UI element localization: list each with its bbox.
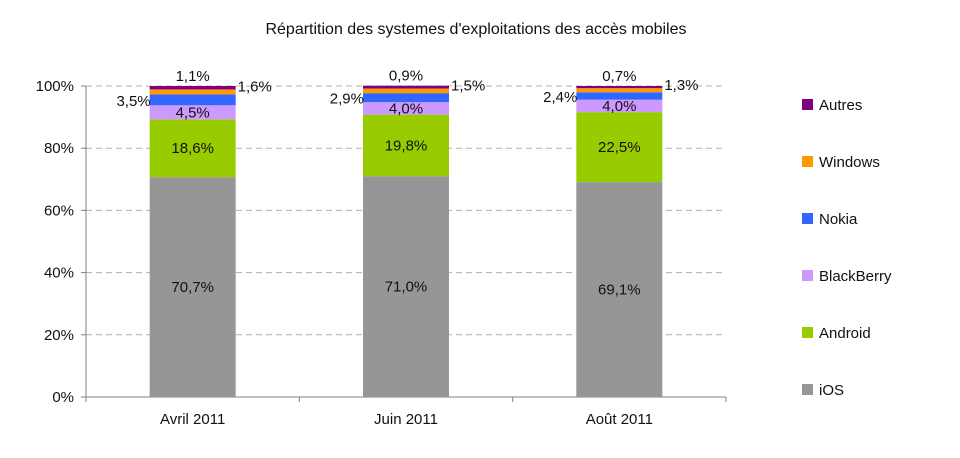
data-label-blackberry: 4,0% [389,100,423,117]
legend-label-windows: Windows [819,154,880,171]
bar-segment-autres [363,85,449,89]
bar-segment-ios [149,177,236,397]
bar-segment-windows [149,89,236,95]
y-tick-label: 20% [44,327,74,344]
data-label-nokia: 2,4% [543,89,577,106]
bar-segment-android [363,114,449,177]
legend-swatch-ios [802,384,813,395]
data-label-windows: 1,5% [451,77,485,94]
bar-segment-blackberry [363,102,449,115]
bar-segment-nokia [363,93,449,103]
bar-segment-windows [576,88,663,93]
legend-swatch-windows [802,156,813,167]
bar-segment-ios [576,182,663,397]
bar-segment-windows [363,88,449,94]
legend-label-ios: iOS [819,382,844,399]
legend-label-android: Android [819,325,871,342]
legend: Autres Windows Nokia BlackBerry Android iOS [802,97,892,399]
y-tick-label: 80% [44,140,74,157]
data-label-autres: 0,9% [389,68,423,85]
bar-segment-blackberry [149,105,236,120]
data-label-android: 22,5% [598,139,641,156]
data-label-blackberry: 4,5% [176,104,210,121]
legend-swatch-nokia [802,213,813,224]
legend-label-autres: Autres [819,97,862,114]
bar-segment-android [576,112,663,183]
data-labels: 70,7% 18,6% 4,5% 3,5% 1,6% 1,1% 71,0% 19,8% 4,0%… [116,68,698,299]
data-label-windows: 1,6% [238,78,272,95]
bar-segment-blackberry [576,99,663,113]
y-tick-label: 0% [52,389,74,406]
chart-title: Répartition des systemes d'exploitations… [265,21,686,38]
bar-segment-autres [576,86,663,89]
bar-segment-autres [149,86,236,90]
data-label-android: 19,8% [385,137,428,154]
legend-label-blackberry: BlackBerry [819,268,892,285]
bar-segment-ios [363,176,449,397]
legend-swatch-blackberry [802,270,813,281]
axes: 0% 20% 40% 60% 80% 100% Avril 2011 Juin 2011 Aoû… [36,78,727,428]
data-label-android: 18,6% [171,140,214,157]
data-label-autres: 0,7% [602,68,636,85]
legend-swatch-autres [802,99,813,110]
data-label-nokia: 2,9% [330,91,364,108]
y-tick-label: 100% [36,78,74,95]
x-tick-label: Août 2011 [586,411,653,428]
data-label-blackberry: 4,0% [602,98,636,115]
y-tick-label: 40% [44,265,74,282]
data-label-ios: 71,0% [385,279,428,296]
data-label-ios: 70,7% [171,279,214,296]
y-tick-label: 60% [44,202,74,219]
x-tick-label: Avril 2011 [160,411,225,428]
data-label-nokia: 3,5% [116,93,150,110]
legend-swatch-android [802,327,813,338]
x-tick-label: Juin 2011 [374,411,438,428]
bar-segment-android [149,119,236,178]
bars [149,85,663,397]
data-label-ios: 69,1% [598,282,641,299]
data-label-windows: 1,3% [664,77,698,94]
data-label-autres: 1,1% [176,68,210,85]
legend-label-nokia: Nokia [819,211,858,228]
bar-segment-nokia [576,92,663,100]
bar-segment-nokia [149,94,236,106]
